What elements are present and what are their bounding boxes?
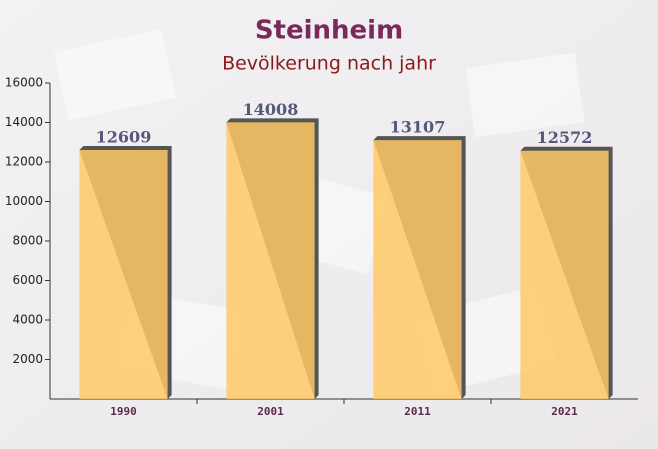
y-tick-label: 4000 [12, 313, 43, 327]
value-label: 12572 [537, 128, 593, 147]
y-tick-label: 10000 [5, 194, 43, 208]
y-tick-label: 16000 [5, 76, 43, 90]
y-tick-label: 6000 [12, 273, 43, 287]
bar [226, 122, 315, 399]
y-tick-label: 12000 [5, 155, 43, 169]
value-label: 12609 [96, 127, 152, 146]
value-label: 14008 [243, 100, 299, 119]
bar [79, 149, 168, 399]
x-tick-label: 2011 [404, 405, 431, 418]
bar [520, 150, 609, 399]
x-tick-label: 1990 [110, 405, 137, 418]
value-label: 13107 [390, 118, 446, 137]
y-tick-label: 2000 [12, 352, 43, 366]
chart-subtitle: Bevölkerung nach jahr [222, 53, 436, 75]
y-tick-label: 8000 [12, 234, 43, 248]
bar [373, 140, 462, 399]
y-tick-label: 14000 [5, 115, 43, 129]
x-tick-label: 2021 [551, 405, 578, 418]
x-tick-label: 2001 [257, 405, 284, 418]
chart-title: Steinheim [255, 16, 403, 46]
